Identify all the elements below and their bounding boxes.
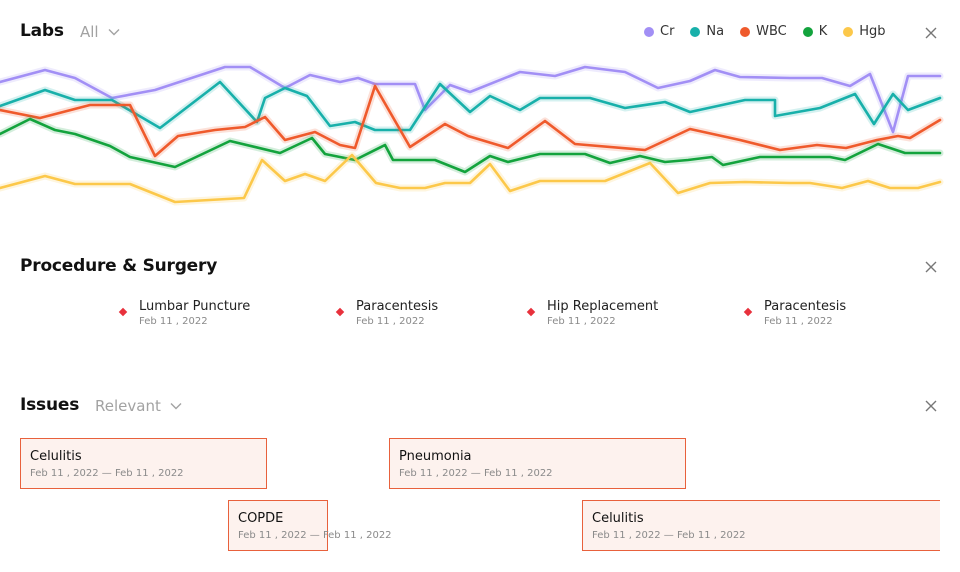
issue-bar[interactable]: COPDE Feb 11 , 2022 — Feb 11 , 2022 (228, 500, 392, 551)
issue-bar[interactable]: Pneumonia Feb 11 , 2022 — Feb 11 , 2022 (389, 438, 686, 489)
chevron-down-icon (170, 403, 182, 410)
procedure-item[interactable]: Hip Replacement Feb 11 , 2022 (526, 299, 659, 327)
procedure-name: Hip Replacement (547, 299, 659, 314)
legend-item-hgb[interactable]: Hgb (843, 24, 886, 39)
legend-dot (690, 26, 701, 37)
labs-title: Labs (20, 21, 64, 41)
labs-line-chart (0, 63, 944, 206)
issue-date-range: Feb 11 , 2022 — Feb 11 , 2022 (592, 530, 746, 541)
series-line-k[interactable] (0, 117, 942, 174)
legend-dot (843, 26, 854, 37)
diamond-marker-icon (335, 307, 345, 317)
issue-name: Celulitis (592, 511, 644, 526)
chevron-down-icon (108, 29, 120, 36)
procedure-date: Feb 11 , 2022 (764, 316, 833, 327)
issue-name: Pneumonia (399, 449, 472, 464)
issues-filter-dropdown[interactable]: Relevant (95, 397, 183, 415)
procedure-date: Feb 11 , 2022 (356, 316, 425, 327)
legend-dot (644, 26, 654, 37)
close-labs-icon[interactable] (925, 27, 937, 39)
legend-label: Hgb (859, 24, 886, 39)
issues-filter-value: Relevant (95, 397, 161, 415)
legend-item-na[interactable]: Na (690, 24, 724, 39)
issue-date-range: Feb 11 , 2022 — Feb 11 , 2022 (238, 530, 392, 541)
labs-filter-value: All (80, 23, 99, 41)
diamond-marker-icon (743, 307, 753, 317)
legend-label: WBC (756, 24, 787, 39)
procedure-date: Feb 11 , 2022 (139, 316, 208, 327)
procedure-name: Paracentesis (764, 299, 847, 314)
series-line-wbc[interactable] (0, 84, 942, 158)
issue-bar[interactable]: Celulitis Feb 11 , 2022 — Feb 11 , 2022 (582, 500, 940, 551)
issue-name: COPDE (238, 511, 284, 526)
labs-filter-dropdown[interactable]: All (80, 23, 121, 41)
legend-dot (740, 26, 751, 37)
close-issues-icon[interactable] (925, 400, 937, 412)
legend-item-k[interactable]: K (802, 24, 828, 39)
diamond-marker-icon (118, 307, 128, 317)
procedure-date: Feb 11 , 2022 (547, 316, 616, 327)
procedure-item[interactable]: Lumbar Puncture Feb 11 , 2022 (118, 299, 251, 327)
issues-title: Issues (20, 395, 80, 415)
legend-label: Cr (660, 24, 675, 39)
series-line-hgb[interactable] (0, 153, 942, 204)
procedure-name: Lumbar Puncture (139, 299, 251, 314)
procedure-item[interactable]: Paracentesis Feb 11 , 2022 (743, 299, 847, 327)
issue-date-range: Feb 11 , 2022 — Feb 11 , 2022 (30, 468, 184, 479)
procedure-item[interactable]: Paracentesis Feb 11 , 2022 (335, 299, 439, 327)
series-line-cr[interactable] (0, 65, 942, 134)
issue-name: Celulitis (30, 449, 82, 464)
legend-label: K (818, 24, 828, 39)
legend-label: Na (706, 24, 725, 39)
procedures-title: Procedure & Surgery (20, 256, 218, 276)
legend-dot (802, 26, 813, 37)
procedure-name: Paracentesis (356, 299, 439, 314)
series-line-na[interactable] (0, 80, 942, 132)
series-line-glow-wbc (0, 82, 944, 160)
close-procedures-icon[interactable] (925, 261, 937, 273)
issue-date-range: Feb 11 , 2022 — Feb 11 , 2022 (399, 468, 553, 479)
legend-item-wbc[interactable]: WBC (740, 24, 787, 39)
chart-legend: Cr Na WBC K Hgb (644, 24, 886, 39)
issue-bar[interactable]: Celulitis Feb 11 , 2022 — Feb 11 , 2022 (20, 438, 267, 489)
legend-item-cr[interactable]: Cr (644, 24, 674, 39)
diamond-marker-icon (526, 307, 536, 317)
